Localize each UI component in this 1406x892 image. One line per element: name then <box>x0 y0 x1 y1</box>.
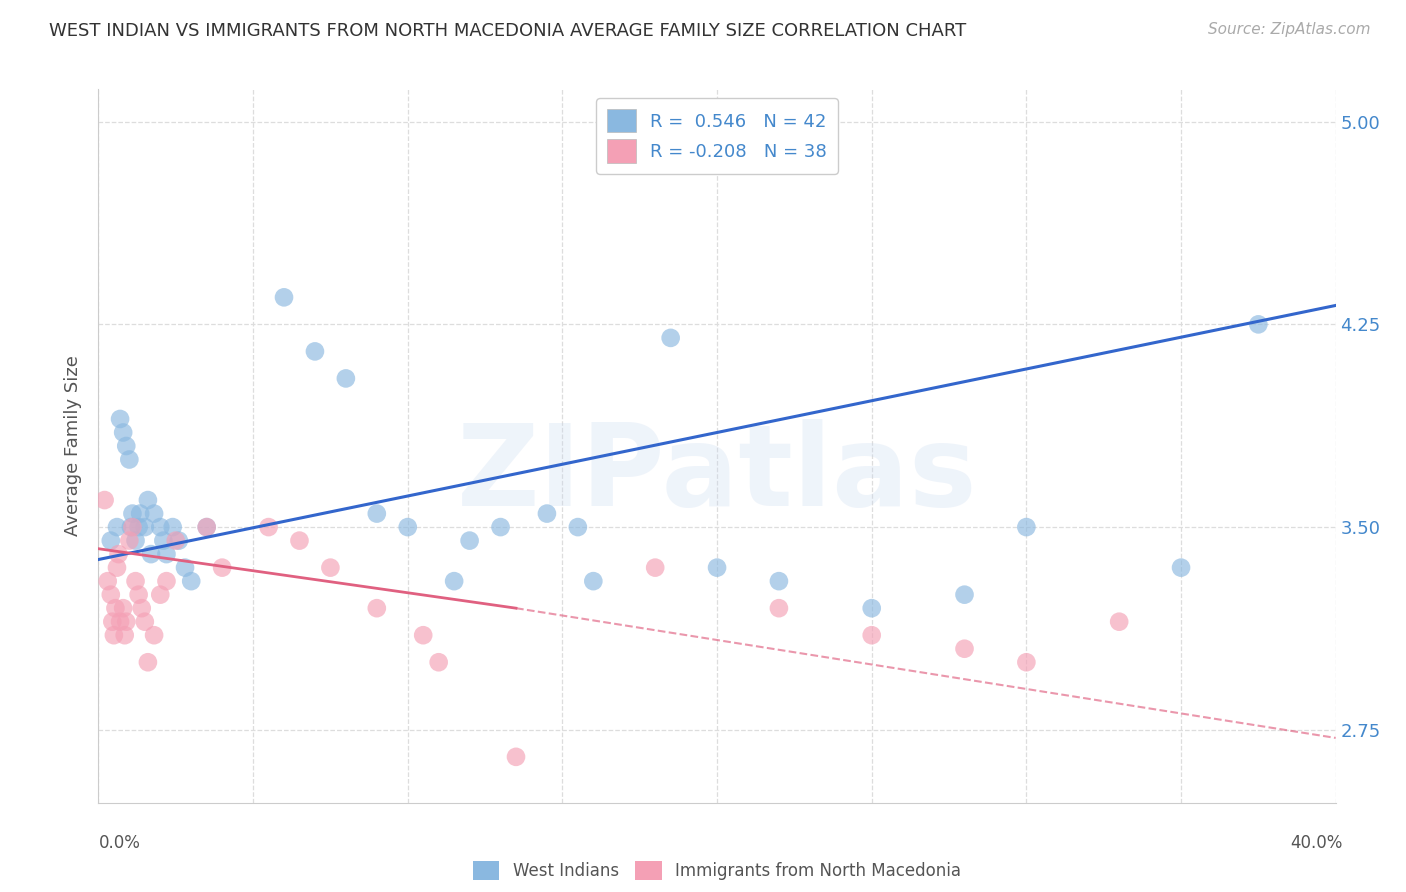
Point <box>131 601 153 615</box>
Text: 40.0%: 40.0% <box>1291 834 1343 852</box>
Point <box>103 628 125 642</box>
Point <box>93 493 115 508</box>
Point <box>458 533 481 548</box>
Point <box>121 507 143 521</box>
Point <box>118 452 141 467</box>
Point <box>443 574 465 589</box>
Point <box>107 547 129 561</box>
Point <box>319 560 342 574</box>
Point <box>489 520 512 534</box>
Point <box>115 615 138 629</box>
Point <box>136 655 159 669</box>
Point <box>860 601 883 615</box>
Point <box>1108 615 1130 629</box>
Text: ZIPatlas: ZIPatlas <box>457 419 977 530</box>
Point <box>124 533 146 548</box>
Point <box>335 371 357 385</box>
Point <box>129 507 152 521</box>
Point <box>706 560 728 574</box>
Point <box>768 601 790 615</box>
Point <box>659 331 682 345</box>
Point <box>128 588 150 602</box>
Point <box>108 615 131 629</box>
Point <box>1247 318 1270 332</box>
Point <box>953 641 976 656</box>
Point <box>412 628 434 642</box>
Point <box>112 425 135 440</box>
Point <box>128 520 150 534</box>
Point <box>155 547 177 561</box>
Text: 0.0%: 0.0% <box>98 834 141 852</box>
Point <box>100 533 122 548</box>
Point <box>644 560 666 574</box>
Point <box>105 560 128 574</box>
Point <box>174 560 197 574</box>
Legend: West Indians, Immigrants from North Macedonia: West Indians, Immigrants from North Mace… <box>465 854 969 887</box>
Point <box>152 533 174 548</box>
Point <box>288 533 311 548</box>
Point <box>104 601 127 615</box>
Point <box>115 439 138 453</box>
Text: WEST INDIAN VS IMMIGRANTS FROM NORTH MACEDONIA AVERAGE FAMILY SIZE CORRELATION C: WEST INDIAN VS IMMIGRANTS FROM NORTH MAC… <box>49 22 966 40</box>
Point <box>567 520 589 534</box>
Point <box>195 520 218 534</box>
Point <box>180 574 202 589</box>
Point <box>1170 560 1192 574</box>
Point <box>101 615 124 629</box>
Point <box>304 344 326 359</box>
Point <box>162 520 184 534</box>
Point <box>112 601 135 615</box>
Point <box>195 520 218 534</box>
Point <box>1015 520 1038 534</box>
Point <box>124 574 146 589</box>
Point <box>139 547 162 561</box>
Point <box>768 574 790 589</box>
Point <box>136 493 159 508</box>
Point <box>1015 655 1038 669</box>
Point <box>366 601 388 615</box>
Point <box>97 574 120 589</box>
Point <box>536 507 558 521</box>
Point <box>257 520 280 534</box>
Text: Source: ZipAtlas.com: Source: ZipAtlas.com <box>1208 22 1371 37</box>
Point <box>427 655 450 669</box>
Point <box>211 560 233 574</box>
Point <box>134 615 156 629</box>
Point <box>143 628 166 642</box>
Point <box>860 628 883 642</box>
Point <box>582 574 605 589</box>
Point <box>155 574 177 589</box>
Point <box>120 520 142 534</box>
Point <box>165 533 187 548</box>
Point <box>505 749 527 764</box>
Point <box>273 290 295 304</box>
Point <box>105 520 128 534</box>
Point <box>143 507 166 521</box>
Point <box>953 588 976 602</box>
Point <box>149 520 172 534</box>
Point <box>108 412 131 426</box>
Point <box>118 533 141 548</box>
Point <box>396 520 419 534</box>
Point <box>149 588 172 602</box>
Point <box>167 533 190 548</box>
Point <box>366 507 388 521</box>
Point <box>121 520 143 534</box>
Point <box>100 588 122 602</box>
Point <box>134 520 156 534</box>
Y-axis label: Average Family Size: Average Family Size <box>65 356 83 536</box>
Point <box>114 628 136 642</box>
